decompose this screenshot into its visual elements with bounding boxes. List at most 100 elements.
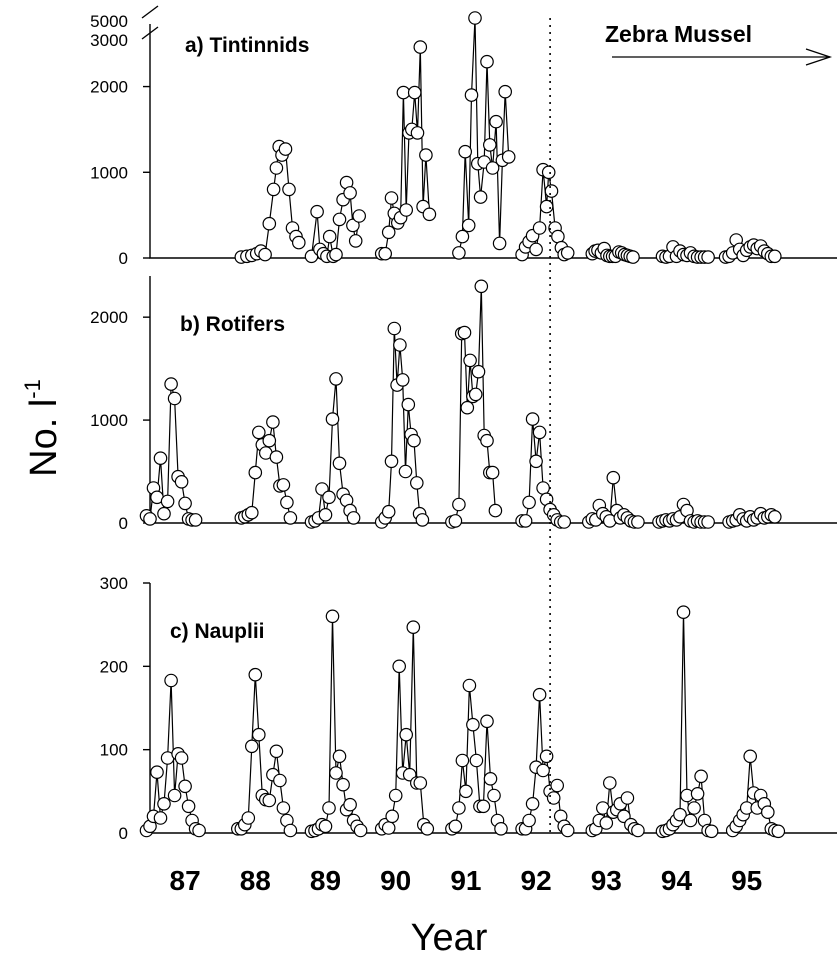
panel-b-data-point [143, 512, 157, 526]
panel-c-data-point [560, 823, 575, 838]
zebra-mussel-label: Zebra Mussel [605, 21, 752, 47]
panel-c-data-point [448, 819, 463, 834]
panel-c-data-point [336, 777, 350, 792]
panel-a-data-point [407, 85, 422, 100]
panel-c-data-point [683, 813, 698, 828]
panel-c-data-point [487, 788, 501, 803]
panel-b-data-point [631, 515, 645, 529]
year-label: 94 [661, 865, 693, 896]
panel-b-series [139, 279, 782, 529]
panel-a-data-point [419, 148, 433, 162]
panel-c-data-point [494, 821, 508, 836]
panel-b-data-point [318, 507, 333, 522]
panel-c-y-tick-label: 100 [100, 741, 128, 760]
panel-c-data-point [483, 771, 498, 786]
panel-b-data-point [480, 433, 494, 448]
panel-b-data-point [522, 495, 536, 510]
panel-tintinnids: 5000 3000 a) Tintinnids 0 1000 2000 [90, 5, 837, 268]
panel-b-data-point [167, 391, 182, 406]
panel-c-data-point [329, 766, 343, 780]
panel-b-data-point [325, 412, 340, 426]
panel-a-y-ticks: 0 1000 2000 [90, 78, 150, 268]
panel-a-data-point [378, 246, 392, 261]
panel-c-data-point [392, 659, 406, 674]
panel-c-data-point [476, 799, 491, 814]
panel-c-data-point [676, 605, 691, 619]
panel-c-data-point [332, 749, 347, 764]
panel-a-data-point [413, 40, 428, 54]
panel-b-data-point [160, 494, 175, 509]
year-label: 91 [450, 865, 481, 896]
panel-c-data-point [525, 796, 540, 811]
panel-b-data-point [525, 412, 540, 426]
panel-c-data-point [466, 717, 480, 732]
panel-c-data-point [343, 797, 357, 812]
panel-b-data-point [248, 465, 263, 480]
panel-c-data-point [406, 620, 421, 634]
panel-c-data-point [704, 824, 719, 839]
panel-a-data-point [346, 218, 360, 233]
panel-c-data-point [262, 793, 277, 808]
panel-c-data-point [743, 749, 757, 764]
panel-b-data-point [536, 481, 550, 495]
panel-b-data-point [251, 425, 266, 440]
panel-c-data-point [245, 739, 259, 754]
panel-a-data-point [410, 126, 425, 140]
panel-b-data-point [393, 338, 407, 352]
panel-c-data-point [420, 821, 435, 836]
panel-b-data-point [381, 504, 396, 519]
panel-c-data-point [269, 744, 284, 759]
panel-c-data-point [322, 801, 336, 815]
panel-a-data-point [482, 138, 497, 152]
panel-a-data-point [322, 229, 337, 244]
panel-c-data-point [452, 801, 466, 815]
panel-a-data-point [258, 247, 272, 262]
panel-c-y-tick-label: 200 [100, 657, 128, 676]
panel-c-data-point [455, 753, 470, 768]
panel-a-data-point [461, 218, 476, 233]
panel-a-data-point [767, 249, 782, 264]
panel-c-series [139, 605, 786, 839]
panel-b-data-point [401, 397, 416, 412]
panel-b-data-point [485, 465, 500, 480]
panel-b-data-point [452, 497, 466, 512]
panel-b-data-point [276, 478, 291, 492]
panel-a-data-point [399, 203, 413, 217]
panel-a-break-tick-upper: 5000 [90, 12, 128, 31]
panel-c-data-point [602, 776, 617, 790]
panel-a-y-tick-label: 0 [119, 249, 128, 268]
panel-a-data-point [282, 182, 296, 197]
panel-c-data-point [192, 823, 206, 838]
x-axis-title: Year [411, 917, 488, 959]
panel-c-data-point [522, 813, 536, 828]
panel-b-data-point [474, 279, 489, 294]
year-label: 87 [170, 865, 201, 896]
panel-a-data-point [701, 250, 715, 264]
year-label: 88 [240, 865, 271, 896]
panel-b-data-point [384, 454, 399, 469]
panel-a-data-point [480, 54, 494, 69]
panel-b-data-point [415, 513, 430, 527]
panel-b-data-point [188, 513, 203, 527]
panel-a-y-tick-label: 2000 [90, 78, 128, 97]
panel-b-y-tick-label: 1000 [90, 411, 128, 430]
panel-b-data-point [322, 490, 336, 505]
panel-a-data-point [291, 235, 306, 250]
panel-b-label: b) Rotifers [180, 313, 285, 336]
panel-a-data-point [343, 186, 357, 200]
panel-a-data-point [352, 209, 366, 223]
panel-c-data-point [283, 823, 298, 838]
panel-b-data-point [409, 476, 424, 490]
panel-rotifers: b) Rotifers 0 1000 2000 [90, 276, 837, 533]
panel-a-data-point [541, 165, 556, 180]
panel-c-data-point [413, 776, 428, 790]
panel-b-data-point [457, 325, 472, 340]
panel-b-data-point [529, 454, 543, 469]
y-axis-title: No. l-1 [20, 379, 65, 477]
panel-b-data-point [532, 425, 547, 440]
panel-c-data-point [462, 678, 477, 693]
panel-b-data-point [153, 451, 168, 465]
panel-c-data-point [153, 811, 168, 825]
panel-b-data-point [460, 400, 475, 415]
